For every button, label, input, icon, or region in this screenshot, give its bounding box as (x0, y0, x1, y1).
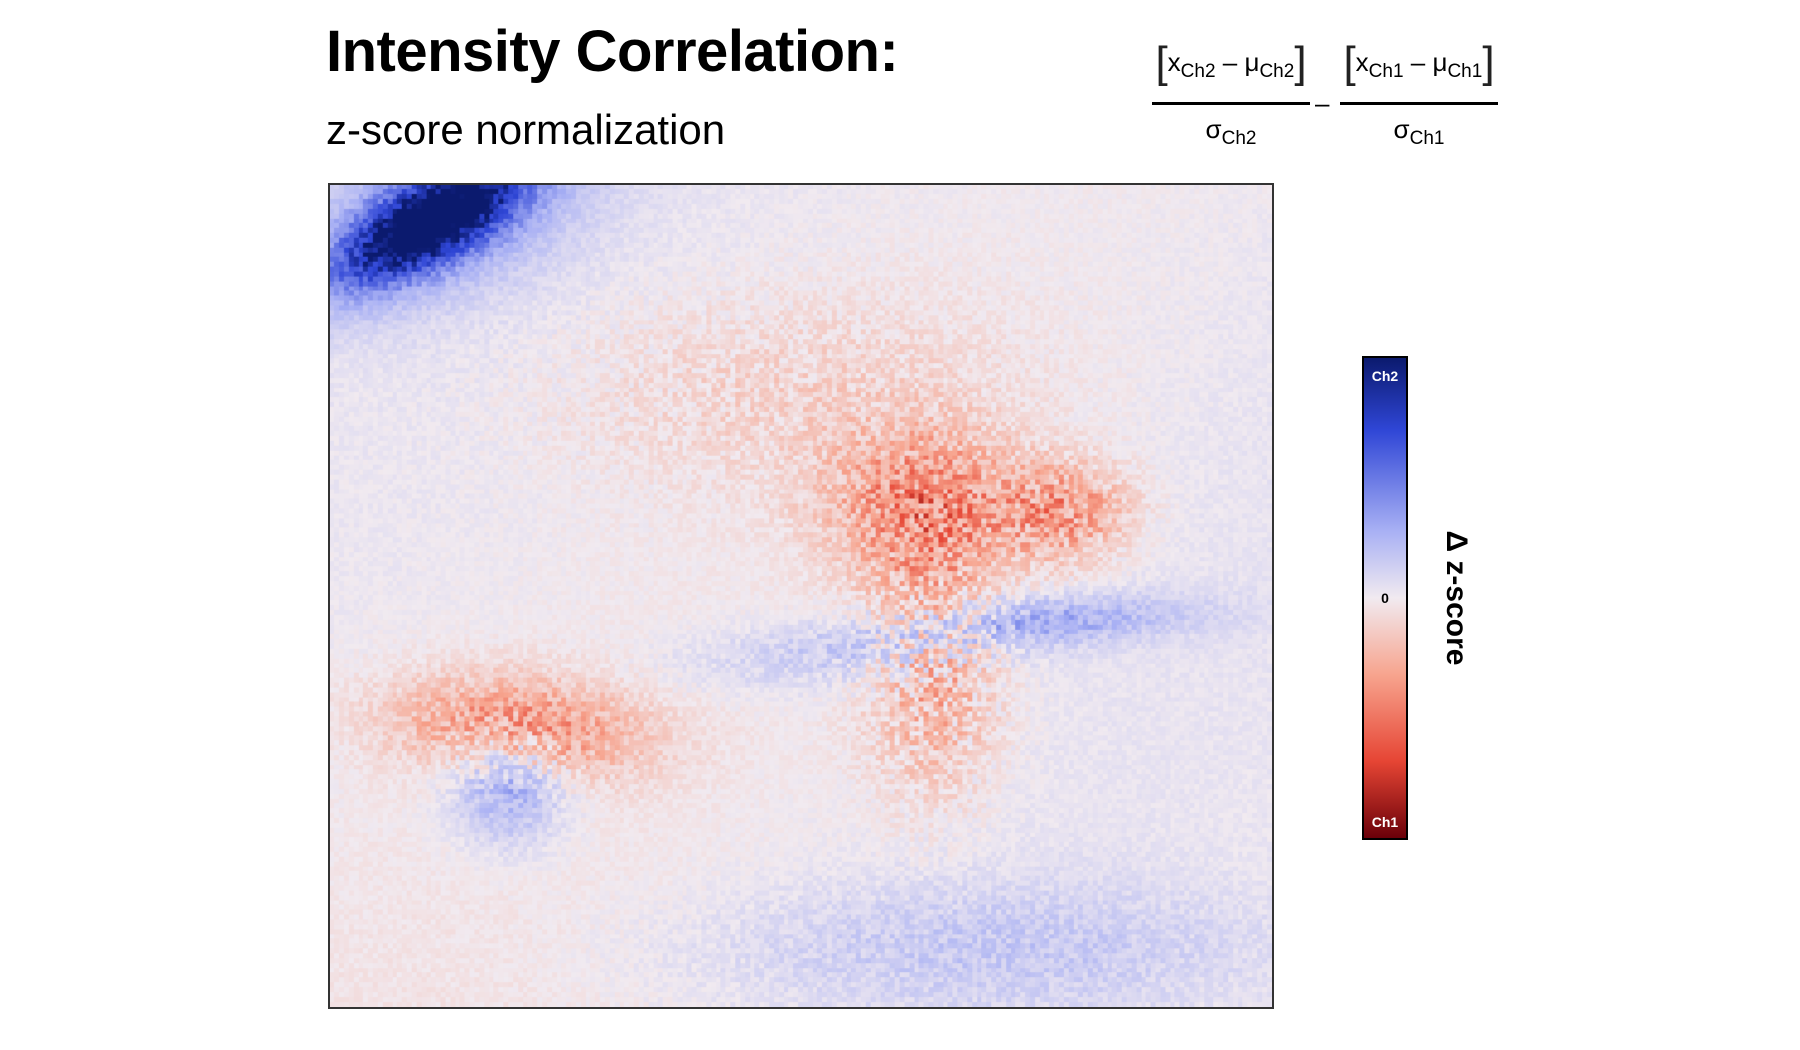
z-score-difference-formula: [xCh2 – μCh2] σCh2 – [xCh1 – μCh1] σCh1 (1140, 30, 1520, 160)
formula-term-ch2: [xCh2 – μCh2] σCh2 (1152, 30, 1310, 160)
colorbar-title: Δ z-score (1440, 530, 1473, 666)
fraction-line (1340, 102, 1498, 105)
formula-numerator-ch2: [xCh2 – μCh2] (1152, 38, 1310, 88)
colorbar-label-zero: 0 (1381, 590, 1389, 606)
heatmap-plot-area (328, 183, 1274, 1009)
x-symbol: x (1355, 47, 1369, 77)
right-bracket: ] (1294, 38, 1307, 87)
right-bracket: ] (1482, 38, 1495, 87)
colorbar-label-ch1: Ch1 (1371, 814, 1399, 830)
mu-symbol: μ (1244, 47, 1260, 77)
left-bracket: [ (1155, 38, 1168, 87)
chart-subtitle: z-score normalization (326, 106, 726, 153)
formula-denominator-ch2: σCh2 (1152, 114, 1310, 150)
x-subscript: Ch2 (1180, 61, 1216, 82)
sigma-subscript: Ch2 (1221, 128, 1257, 149)
mu-subscript: Ch1 (1447, 61, 1483, 82)
fraction-line (1152, 102, 1310, 105)
chart-title: Intensity Correlation: (326, 19, 899, 84)
minus-sign: – (1222, 47, 1238, 77)
formula-term-ch1: [xCh1 – μCh1] σCh1 (1340, 30, 1498, 160)
x-symbol: x (1167, 47, 1181, 77)
sigma-subscript: Ch1 (1409, 128, 1445, 149)
formula-minus-operator: – (1315, 88, 1330, 118)
sigma-symbol: σ (1393, 114, 1410, 144)
mu-subscript: Ch2 (1259, 61, 1295, 82)
mu-symbol: μ (1432, 47, 1448, 77)
minus-sign: – (1410, 47, 1426, 77)
colorbar-label-ch2: Ch2 (1371, 368, 1399, 384)
left-bracket: [ (1343, 38, 1356, 87)
colorbar: Ch2 0 Ch1 (1362, 356, 1408, 840)
heatmap-canvas (330, 185, 1272, 1007)
formula-denominator-ch1: σCh1 (1340, 114, 1498, 150)
formula-numerator-ch1: [xCh1 – μCh1] (1340, 38, 1498, 88)
x-subscript: Ch1 (1368, 61, 1404, 82)
sigma-symbol: σ (1205, 114, 1222, 144)
